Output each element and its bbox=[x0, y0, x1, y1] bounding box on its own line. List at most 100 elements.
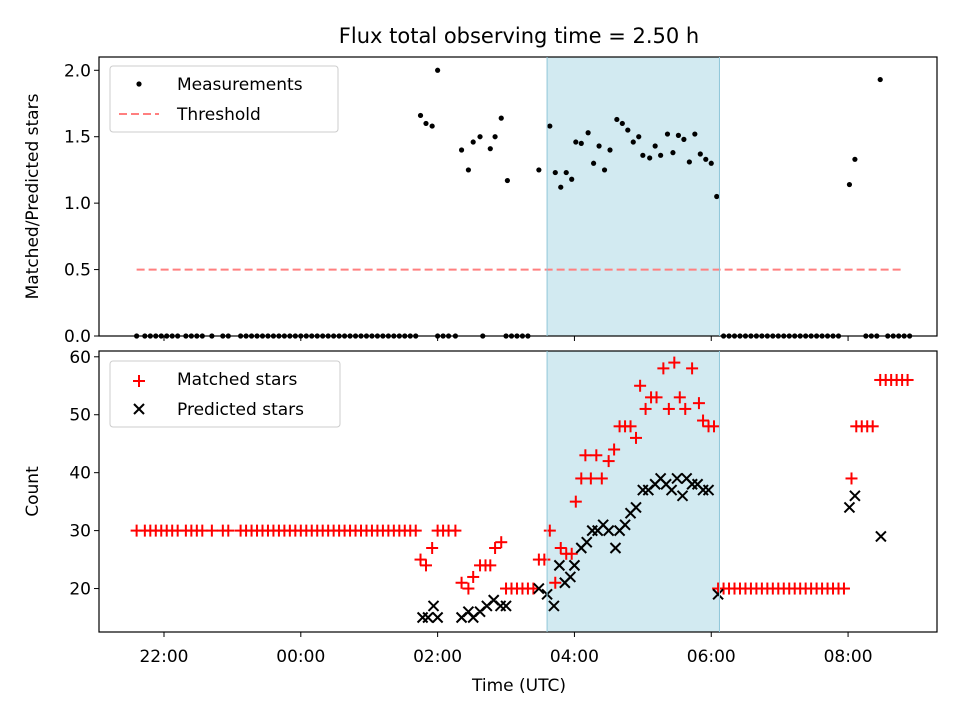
matched-star-point bbox=[419, 559, 432, 572]
measurement-point bbox=[846, 181, 853, 188]
matched-star-point bbox=[590, 449, 603, 462]
measurement-point bbox=[607, 147, 613, 153]
measurement-point bbox=[670, 150, 676, 156]
x-stroke-b bbox=[702, 484, 715, 496]
matched-star-point bbox=[467, 570, 480, 583]
y-tick-label: 60 bbox=[69, 348, 91, 368]
matched-star-point bbox=[455, 576, 468, 589]
predicted-stars-legend-label: Predicted stars bbox=[177, 400, 304, 420]
matched-star-point bbox=[662, 402, 675, 415]
measurement-point bbox=[596, 143, 602, 149]
predicted-star-point bbox=[422, 611, 434, 624]
x-tick-label: 08:00 bbox=[824, 647, 873, 667]
measurement-point bbox=[504, 177, 510, 184]
matched-star-point bbox=[549, 576, 562, 589]
predicted-star-point bbox=[494, 600, 507, 612]
predicted-star-point bbox=[533, 582, 545, 595]
measurement-point bbox=[477, 134, 483, 140]
matched-star-point bbox=[845, 472, 858, 485]
matched-star-point bbox=[650, 391, 663, 404]
measurement-point bbox=[625, 127, 631, 133]
ratio-axes-frame bbox=[98, 56, 938, 337]
measurement-point bbox=[492, 134, 498, 140]
y-tick-label: 1.0 bbox=[64, 194, 91, 214]
measurement-point bbox=[697, 151, 703, 157]
y-tick-label: 0.0 bbox=[64, 327, 91, 347]
y-tick-label: 1.5 bbox=[64, 128, 91, 148]
measurement-point bbox=[658, 152, 664, 158]
ratio-y-axis-label: Matched/Predicted stars bbox=[23, 93, 43, 299]
predicted-star-point bbox=[500, 600, 512, 612]
x-stroke-b bbox=[533, 582, 545, 595]
x-tick-label: 00:00 bbox=[276, 647, 325, 667]
matched-star-point bbox=[554, 541, 567, 554]
predicted-star-point bbox=[849, 490, 861, 502]
measurement-point bbox=[877, 76, 883, 83]
threshold-legend-label: Threshold bbox=[176, 105, 261, 125]
measurement-point bbox=[547, 123, 553, 129]
measurement-point bbox=[573, 139, 579, 145]
matched-star-point bbox=[657, 362, 670, 375]
x-stroke-b bbox=[619, 519, 631, 531]
x-tick-label: 02:00 bbox=[413, 647, 462, 667]
x-stroke-b bbox=[548, 600, 560, 612]
ratio-panel: 0.00.51.01.52.0 Matched/Predicted stars … bbox=[23, 56, 938, 347]
measurement-point bbox=[630, 139, 636, 145]
x-stroke-b bbox=[564, 571, 577, 583]
x-stroke-b bbox=[654, 472, 667, 485]
x-stroke-b bbox=[597, 519, 609, 531]
predicted-star-point bbox=[712, 588, 724, 601]
measurement-point bbox=[536, 167, 542, 173]
measurement-point bbox=[487, 146, 493, 152]
matched-star-point bbox=[527, 582, 540, 595]
y-tick-label: 20 bbox=[69, 580, 91, 600]
matched-star-point bbox=[608, 443, 621, 456]
x-stroke-b bbox=[660, 478, 672, 490]
measurement-point bbox=[681, 136, 687, 142]
measurement-point bbox=[686, 159, 692, 165]
x-stroke-b bbox=[665, 484, 678, 496]
matched-star-point bbox=[584, 472, 597, 485]
measurement-point bbox=[601, 167, 608, 173]
matched-star-point bbox=[484, 559, 497, 572]
count-y-axis-label: Count bbox=[23, 466, 43, 517]
measurement-point bbox=[714, 193, 720, 200]
count-legend: Matched stars Predicted stars bbox=[109, 360, 341, 428]
measurement-point bbox=[636, 134, 642, 140]
measurement-point bbox=[708, 160, 714, 166]
predicted-star-point bbox=[676, 490, 689, 502]
chart-title: Flux total observing time = 2.50 h bbox=[339, 24, 699, 48]
measurement-point bbox=[498, 115, 504, 121]
predicted-star-point bbox=[671, 472, 683, 485]
measurement-point bbox=[563, 169, 569, 176]
matched-star-point bbox=[426, 541, 439, 554]
observing-window-shade-bottom bbox=[547, 351, 720, 632]
x-stroke-b bbox=[609, 542, 622, 554]
x-stroke-b bbox=[691, 478, 704, 490]
matched-star-point bbox=[697, 414, 710, 427]
x-stroke-b bbox=[630, 501, 642, 514]
x-stroke-b bbox=[712, 588, 724, 601]
predicted-star-point bbox=[619, 519, 631, 531]
matched-star-point bbox=[543, 524, 556, 537]
measurement-point bbox=[417, 112, 424, 119]
predicted-star-point bbox=[416, 611, 429, 624]
measurement-point bbox=[578, 140, 584, 146]
matched-star-point bbox=[222, 524, 235, 537]
predicted-star-point bbox=[581, 536, 593, 548]
count-panel: 20 30 40 50 60 22:00 00:00 02:00 04:00 06:00 08:0… bbox=[23, 348, 938, 696]
count-x-ticks: 22:00 00:00 02:00 04:00 06:00 08:00 bbox=[139, 632, 873, 667]
x-stroke-b bbox=[427, 600, 440, 612]
x-stroke-b bbox=[488, 594, 500, 606]
matched-star-point bbox=[495, 536, 508, 549]
predicted-star-point bbox=[702, 484, 715, 496]
observing-window-shade-top bbox=[547, 57, 720, 336]
predicted-star-point bbox=[609, 542, 622, 554]
x-stroke-b bbox=[602, 524, 615, 537]
matched-star-point bbox=[707, 420, 720, 433]
x-stroke-b bbox=[671, 472, 683, 485]
y-tick-label: 30 bbox=[69, 522, 91, 542]
x-stroke-b bbox=[431, 611, 444, 624]
matched-star-point bbox=[686, 362, 699, 375]
measurement-point bbox=[470, 139, 476, 145]
